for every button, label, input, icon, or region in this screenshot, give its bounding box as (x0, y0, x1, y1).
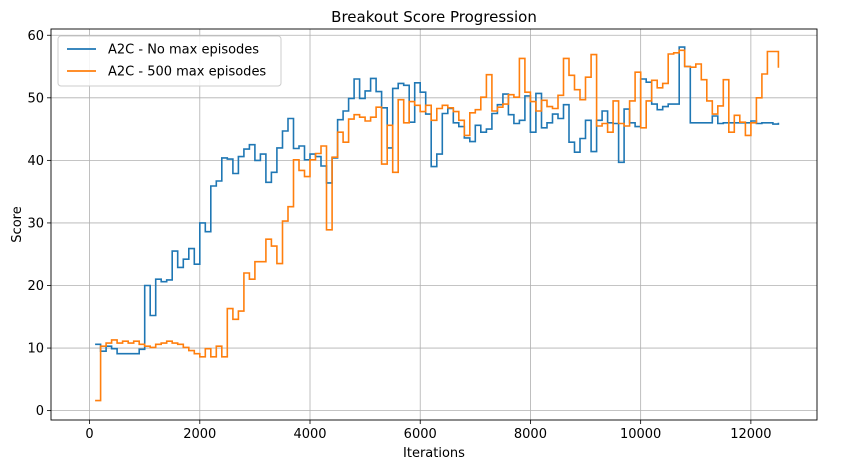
x-tick-label: 2000 (183, 427, 216, 442)
chart-title: Breakout Score Progression (331, 8, 537, 26)
y-tick-label: 60 (27, 29, 44, 44)
grid-lines (51, 29, 817, 420)
y-tick-label: 20 (27, 279, 44, 294)
y-axis-label: Score (10, 206, 25, 242)
legend-label: A2C - 500 max episodes (108, 65, 266, 80)
x-tick-label: 4000 (293, 427, 326, 442)
x-axis-label: Iterations (403, 446, 465, 461)
x-tick-label: 12000 (730, 427, 771, 442)
series-line-2 (95, 49, 780, 402)
y-tick-label: 10 (27, 342, 44, 357)
plot-area-frame (50, 28, 818, 421)
legend: A2C - No max episodes A2C - 500 max episo… (57, 35, 282, 87)
series-layer (95, 46, 780, 402)
y-tick-label: 50 (27, 91, 44, 106)
x-tick-label: 6000 (404, 427, 437, 442)
legend-box (57, 35, 282, 87)
legend-label: A2C - No max episodes (108, 43, 259, 58)
x-tick-label: 0 (85, 427, 93, 442)
y-tick-label: 40 (27, 154, 44, 169)
y-tick-label: 0 (36, 404, 44, 419)
x-tick-label: 10000 (620, 427, 661, 442)
y-tick-label: 30 (27, 216, 44, 231)
x-tick-label: 8000 (514, 427, 547, 442)
axis-ticks: 0 2000 4000 6000 8000 10000 12000 0 10 20 30 40 50 60 (27, 29, 771, 442)
